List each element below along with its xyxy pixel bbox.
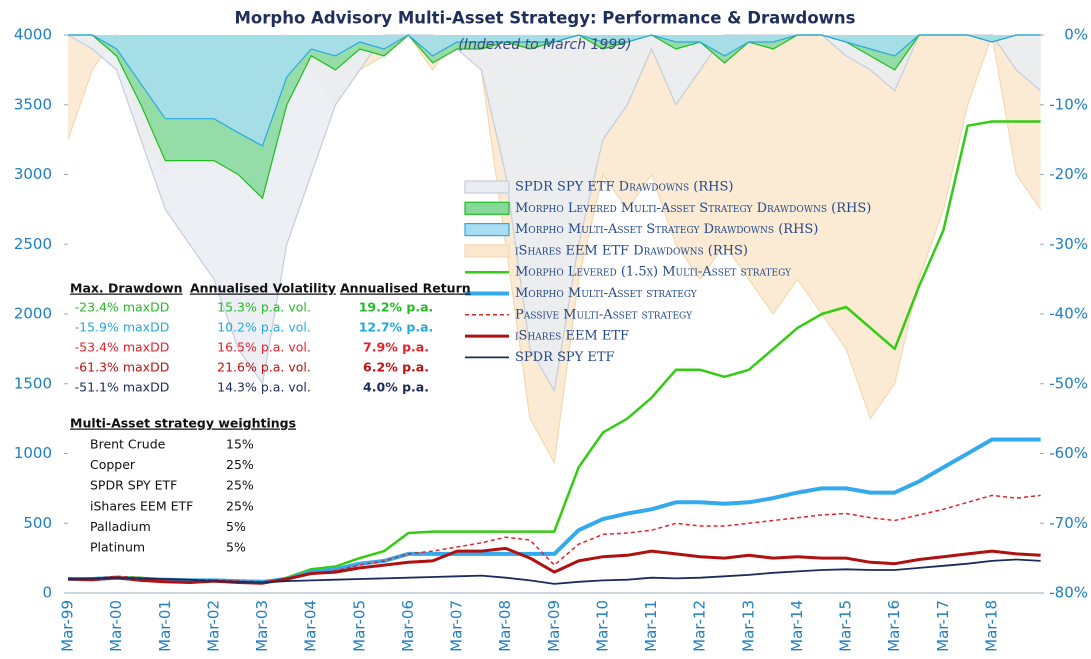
weighting-name: SPDR SPY ETF (90, 478, 177, 493)
chart-subtitle: (Indexed to March 1999) (458, 37, 631, 53)
stats-cell: 19.2% p.a. (359, 300, 434, 315)
stats-cell: -53.4% maxDD (75, 340, 170, 355)
weighting-value: 15% (226, 437, 254, 452)
y-tick-label: 1500 (14, 374, 52, 392)
legend-swatch (464, 244, 510, 258)
y2-tick-label: -30% (1049, 235, 1088, 253)
weighting-name: iShares EEM ETF (90, 498, 193, 513)
weighting-name: Copper (90, 457, 136, 472)
y-tick-label: 3500 (14, 95, 52, 113)
y2-tick-label: -20% (1049, 165, 1088, 183)
weighting-value: 25% (226, 478, 254, 493)
x-tick-label: Mar-07 (448, 600, 466, 652)
stats-cell: -15.9% maxDD (75, 320, 170, 335)
weightings-title: Multi-Asset strategy weightings (70, 416, 296, 431)
y-tick-label: 4000 (14, 26, 52, 44)
legend-label: SPDR SPY ETF (515, 350, 615, 365)
x-tick-label: Mar-14 (788, 600, 806, 652)
stats-cell: 6.2% p.a. (363, 360, 429, 375)
x-tick-label: Mar-18 (983, 600, 1001, 652)
x-tick-label: Mar-17 (934, 600, 952, 652)
series-line (67, 558, 1041, 585)
stats-cell: 4.0% p.a. (363, 380, 429, 395)
weighting-value: 5% (226, 540, 246, 555)
chart-title: Morpho Advisory Multi-Asset Strategy: Pe… (235, 9, 856, 28)
legend-label: Morpho Multi-Asset Strategy Drawdowns (R… (515, 222, 818, 237)
stats-header: Max. Drawdown (70, 281, 183, 296)
x-tick-label: Mar-00 (107, 600, 125, 652)
drawdown-area (68, 35, 1041, 146)
stats-header: Annualised Return (340, 281, 471, 296)
stats-cell: 15.3% p.a. vol. (217, 300, 311, 315)
x-tick-label: Mar-09 (545, 600, 563, 652)
y-tick-label: 500 (23, 514, 52, 532)
x-tick-label: Mar-03 (253, 600, 271, 652)
stats-cell: 16.5% p.a. vol. (217, 340, 311, 355)
x-tick-label: Mar-16 (885, 600, 903, 652)
stats-cell: -23.4% maxDD (75, 300, 170, 315)
x-tick-label: Mar-12 (691, 600, 709, 652)
x-tick-label: Mar-01 (156, 600, 174, 652)
x-tick-label: Mar-13 (739, 600, 757, 652)
y-tick-label: 3000 (14, 165, 52, 183)
legend-label: SPDR SPY ETF Drawdowns (RHS) (515, 180, 733, 195)
y-tick-label: 1000 (14, 444, 52, 462)
stats-cell: 14.3% p.a. vol. (217, 380, 311, 395)
stats-cell: -61.3% maxDD (75, 360, 170, 375)
stats-header: Annualised Volatility (190, 281, 336, 296)
stats-cell: 7.9% p.a. (363, 340, 429, 355)
legend-swatch (464, 180, 510, 194)
y-tick-label: 2000 (14, 305, 52, 323)
stats-cell: 10.2% p.a. vol. (217, 320, 311, 335)
legend-label: iShares EEM ETF (515, 329, 629, 344)
x-tick-label: Mar-04 (302, 600, 320, 652)
x-tick-label: Mar-11 (642, 600, 660, 652)
legend-label: Morpho Multi-Asset strategy (515, 286, 698, 301)
x-tick-label: Mar-10 (593, 600, 611, 652)
y2-tick-label: -50% (1049, 374, 1088, 392)
plot (67, 32, 1042, 585)
x-tick-label: Mar-05 (350, 600, 368, 652)
y2-tick-label: -60% (1049, 444, 1088, 462)
y2-tick-label: 0% (1064, 26, 1088, 44)
y2-tick-label: -80% (1049, 584, 1088, 602)
legend-label: Morpho Levered (1.5x) Multi-Asset strate… (515, 265, 792, 280)
weighting-name: Platinum (90, 540, 145, 555)
x-tick-label: Mar-08 (496, 600, 514, 652)
legend-label: Passive Multi-Asset strategy (515, 307, 693, 322)
x-tick-label: Mar-15 (837, 600, 855, 652)
legend-label: iShares EEM ETF Drawdowns (RHS) (515, 243, 748, 258)
weighting-value: 25% (226, 457, 254, 472)
stats-cell: -51.1% maxDD (75, 380, 170, 395)
weighting-name: Brent Crude (90, 437, 166, 452)
x-tick-label: Mar-99 (59, 600, 77, 652)
legend-swatch (464, 223, 510, 237)
y2-tick-label: -70% (1049, 514, 1088, 532)
drawdown-edge (68, 34, 1041, 147)
y2-tick-label: -40% (1049, 305, 1088, 323)
stats-cell: 12.7% p.a. (359, 320, 434, 335)
drawdown-edge (67, 34, 1041, 393)
weighting-name: Palladium (90, 519, 151, 534)
y-tick-label: 0 (42, 584, 52, 602)
y2-tick-label: -10% (1049, 95, 1088, 113)
x-tick-label: Mar-06 (399, 600, 417, 652)
weighting-value: 25% (226, 498, 254, 513)
legend-label: Morpho Levered Multi-Asset Strategy Draw… (515, 201, 871, 216)
y-tick-label: 2500 (14, 235, 52, 253)
legend-swatch (464, 201, 510, 215)
drawdown-area (68, 35, 1041, 391)
x-tick-label: Mar-02 (204, 600, 222, 652)
series-line (67, 494, 1041, 583)
weighting-value: 5% (226, 519, 246, 534)
stats-cell: 21.6% p.a. vol. (217, 360, 311, 375)
